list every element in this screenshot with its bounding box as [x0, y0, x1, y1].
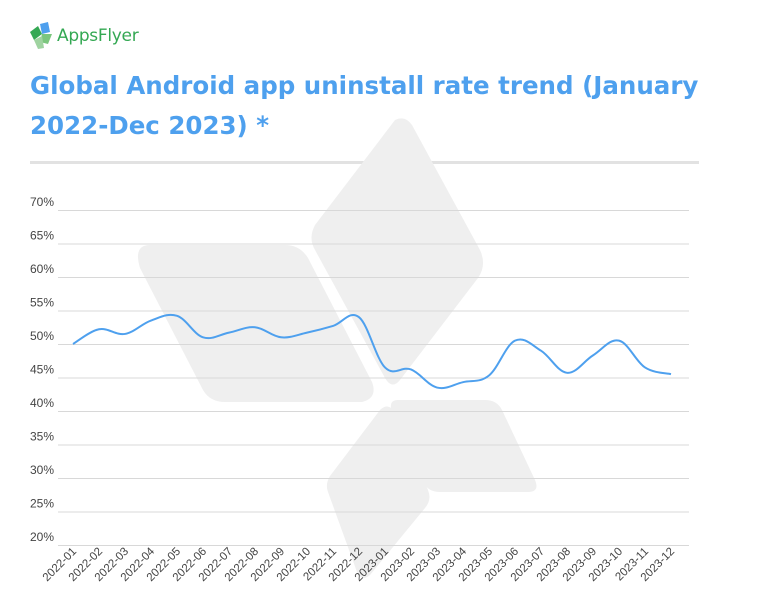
brand-name: AppsFlyer [57, 26, 139, 46]
y-tick-label: 30% [30, 463, 54, 477]
y-tick-label: 55% [30, 296, 54, 310]
y-tick-label: 40% [30, 396, 54, 410]
appsflyer-logo-icon [30, 22, 52, 49]
y-tick-label: 35% [30, 430, 54, 444]
series-line [72, 313, 672, 390]
y-tick-label: 45% [30, 363, 54, 377]
brand-logo: AppsFlyer [28, 22, 139, 50]
y-tick-label: 50% [30, 329, 54, 343]
chart-title: Global Android app uninstall rate trend … [30, 71, 699, 140]
y-tick-label: 20% [30, 530, 54, 544]
y-tick-label: 70% [30, 195, 54, 209]
y-tick-label: 65% [30, 229, 54, 243]
y-tick-label: 25% [30, 497, 54, 511]
y-tick-label: 60% [30, 262, 54, 276]
